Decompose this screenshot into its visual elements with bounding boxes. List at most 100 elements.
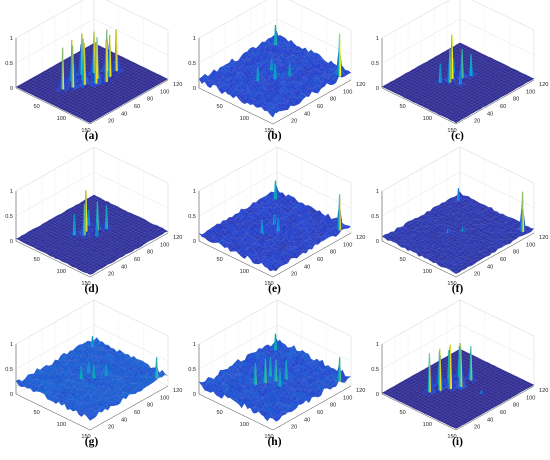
y-tick-label: 120 <box>539 235 548 241</box>
peak-spike-right <box>95 42 98 85</box>
y-tick-label: 40 <box>121 264 127 270</box>
z-tick-label: 0 <box>193 239 196 245</box>
z-tick-label: 0.5 <box>5 214 13 220</box>
z-tick-label: 1 <box>10 36 13 42</box>
y-axis-line <box>89 79 169 125</box>
y-axis-line <box>272 79 352 125</box>
y-tick-label: 60 <box>134 257 140 263</box>
z-tick-label: 1 <box>193 189 196 195</box>
y-tick-label: 80 <box>330 97 336 103</box>
peak-spike-right <box>522 191 525 233</box>
peak-spike-right <box>97 37 99 80</box>
peak-spike-right <box>339 194 342 231</box>
surface-panel: 0 0.5 1 50 100 150 20 40 60 80 100 120 (d) <box>0 146 183 306</box>
y-tick-label: 60 <box>317 257 323 263</box>
surface-mesh <box>381 191 535 274</box>
peak-group <box>256 25 342 82</box>
peak-spike-right <box>289 63 292 77</box>
peak-spike-right <box>116 29 118 72</box>
peak-spike-right <box>440 63 442 84</box>
peak-spike-right <box>453 58 456 74</box>
peak-spike-right <box>448 228 450 234</box>
y-tick-label: 20 <box>291 119 297 125</box>
peak-spike-right <box>106 205 109 230</box>
surface-cell <box>87 271 94 275</box>
surface-mesh <box>15 337 169 421</box>
peak-spike-right <box>275 64 277 80</box>
y-tick-label: 120 <box>539 82 548 88</box>
peak-spike-right <box>451 34 454 80</box>
z-tick-label: 1 <box>193 36 196 42</box>
z-tick-label: 0.5 <box>5 61 13 67</box>
surface-cell <box>453 271 460 274</box>
x-axis-line <box>381 87 457 125</box>
y-tick-label: 40 <box>487 264 493 270</box>
x-tick-label: 100 <box>240 116 249 122</box>
z-tick-label: 0.5 <box>371 61 379 67</box>
y-tick-label: 20 <box>108 119 114 125</box>
z-tick-label: 0.5 <box>371 214 379 220</box>
peak-spike-right <box>88 209 91 227</box>
peak-spike-right <box>274 213 276 226</box>
surface-panel: 0 0.5 1 50 100 150 20 40 60 80 100 120 (f) <box>366 146 549 306</box>
surface-cell <box>87 119 94 124</box>
peak-spike-right <box>462 49 464 79</box>
peak-spike-right <box>84 204 86 236</box>
peak-spike-right <box>84 43 86 86</box>
peak-spike-right <box>257 65 260 82</box>
peak-spike-right <box>275 25 277 46</box>
y-tick-label: 40 <box>304 111 310 117</box>
z-tick-label: 0.5 <box>188 214 196 220</box>
z-tick-label: 0 <box>10 86 13 92</box>
peak-spike-right <box>471 54 473 77</box>
peak-group <box>446 188 525 234</box>
y-tick-label: 80 <box>513 97 519 103</box>
y-tick-label: 80 <box>147 97 153 103</box>
y-tick-label: 120 <box>173 235 182 241</box>
x-tick-label: 100 <box>57 116 66 122</box>
peak-spike-right <box>339 33 342 77</box>
panel-caption: (e) <box>268 283 281 295</box>
z-tick-label: 0 <box>376 86 379 92</box>
x-tick-label: 50 <box>34 257 40 263</box>
surface-panel: 0 0.5 1 50 100 150 20 40 60 80 100 120 (c) <box>366 0 549 153</box>
surface-panel: 0 0.5 1 50 100 150 20 40 60 80 100 120 (a) <box>0 0 183 153</box>
peak-spike-right <box>96 222 99 237</box>
y-tick-label: 80 <box>330 250 336 256</box>
y-tick-label: 100 <box>160 242 169 248</box>
panel-caption: (a) <box>84 130 99 142</box>
z-tick-label: 0 <box>376 239 379 245</box>
peak-spike-right <box>458 188 460 202</box>
surface-panel: 0 0.5 1 50 100 150 20 40 60 80 100 120 (e) <box>183 146 366 306</box>
peak-spike-right <box>72 45 75 88</box>
peak-spike-right <box>271 58 274 72</box>
y-tick-label: 80 <box>147 250 153 256</box>
y-tick-label: 60 <box>134 104 140 110</box>
surface-cell <box>270 269 277 272</box>
peak-spike-right <box>275 180 277 200</box>
x-tick-label: 100 <box>423 116 432 122</box>
x-tick-label: 100 <box>240 269 249 275</box>
peak-group <box>438 34 473 85</box>
x-tick-label: 150 <box>81 128 90 134</box>
panel-caption: (b) <box>267 130 282 142</box>
peak-spike-right <box>74 214 76 236</box>
z-tick-label: 0 <box>10 239 13 245</box>
peak-spike-right <box>278 217 280 232</box>
peak-spike-right <box>62 47 65 90</box>
y-tick-label: 40 <box>121 111 127 117</box>
x-tick-label: 150 <box>447 128 456 134</box>
y-tick-label: 80 <box>513 250 519 256</box>
surface-panel: 0 0.5 1 50 100 150 20 40 60 80 100 120 (g) <box>0 299 183 459</box>
panel-caption: (d) <box>84 283 99 295</box>
peak-spike-right <box>262 220 264 235</box>
peak-group <box>72 190 109 237</box>
